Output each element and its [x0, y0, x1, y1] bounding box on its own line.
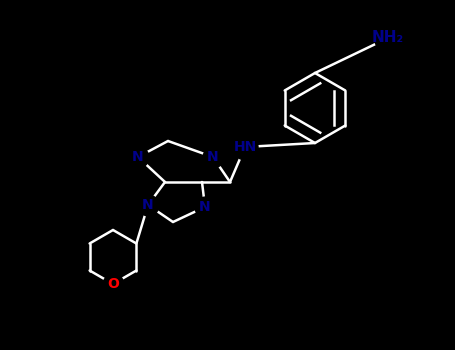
Text: HN: HN	[233, 140, 257, 154]
Text: N: N	[142, 198, 154, 212]
Text: N: N	[199, 200, 211, 214]
Text: N: N	[207, 150, 219, 164]
Text: N: N	[132, 150, 144, 164]
Text: NH₂: NH₂	[372, 30, 404, 46]
Text: O: O	[107, 277, 119, 291]
